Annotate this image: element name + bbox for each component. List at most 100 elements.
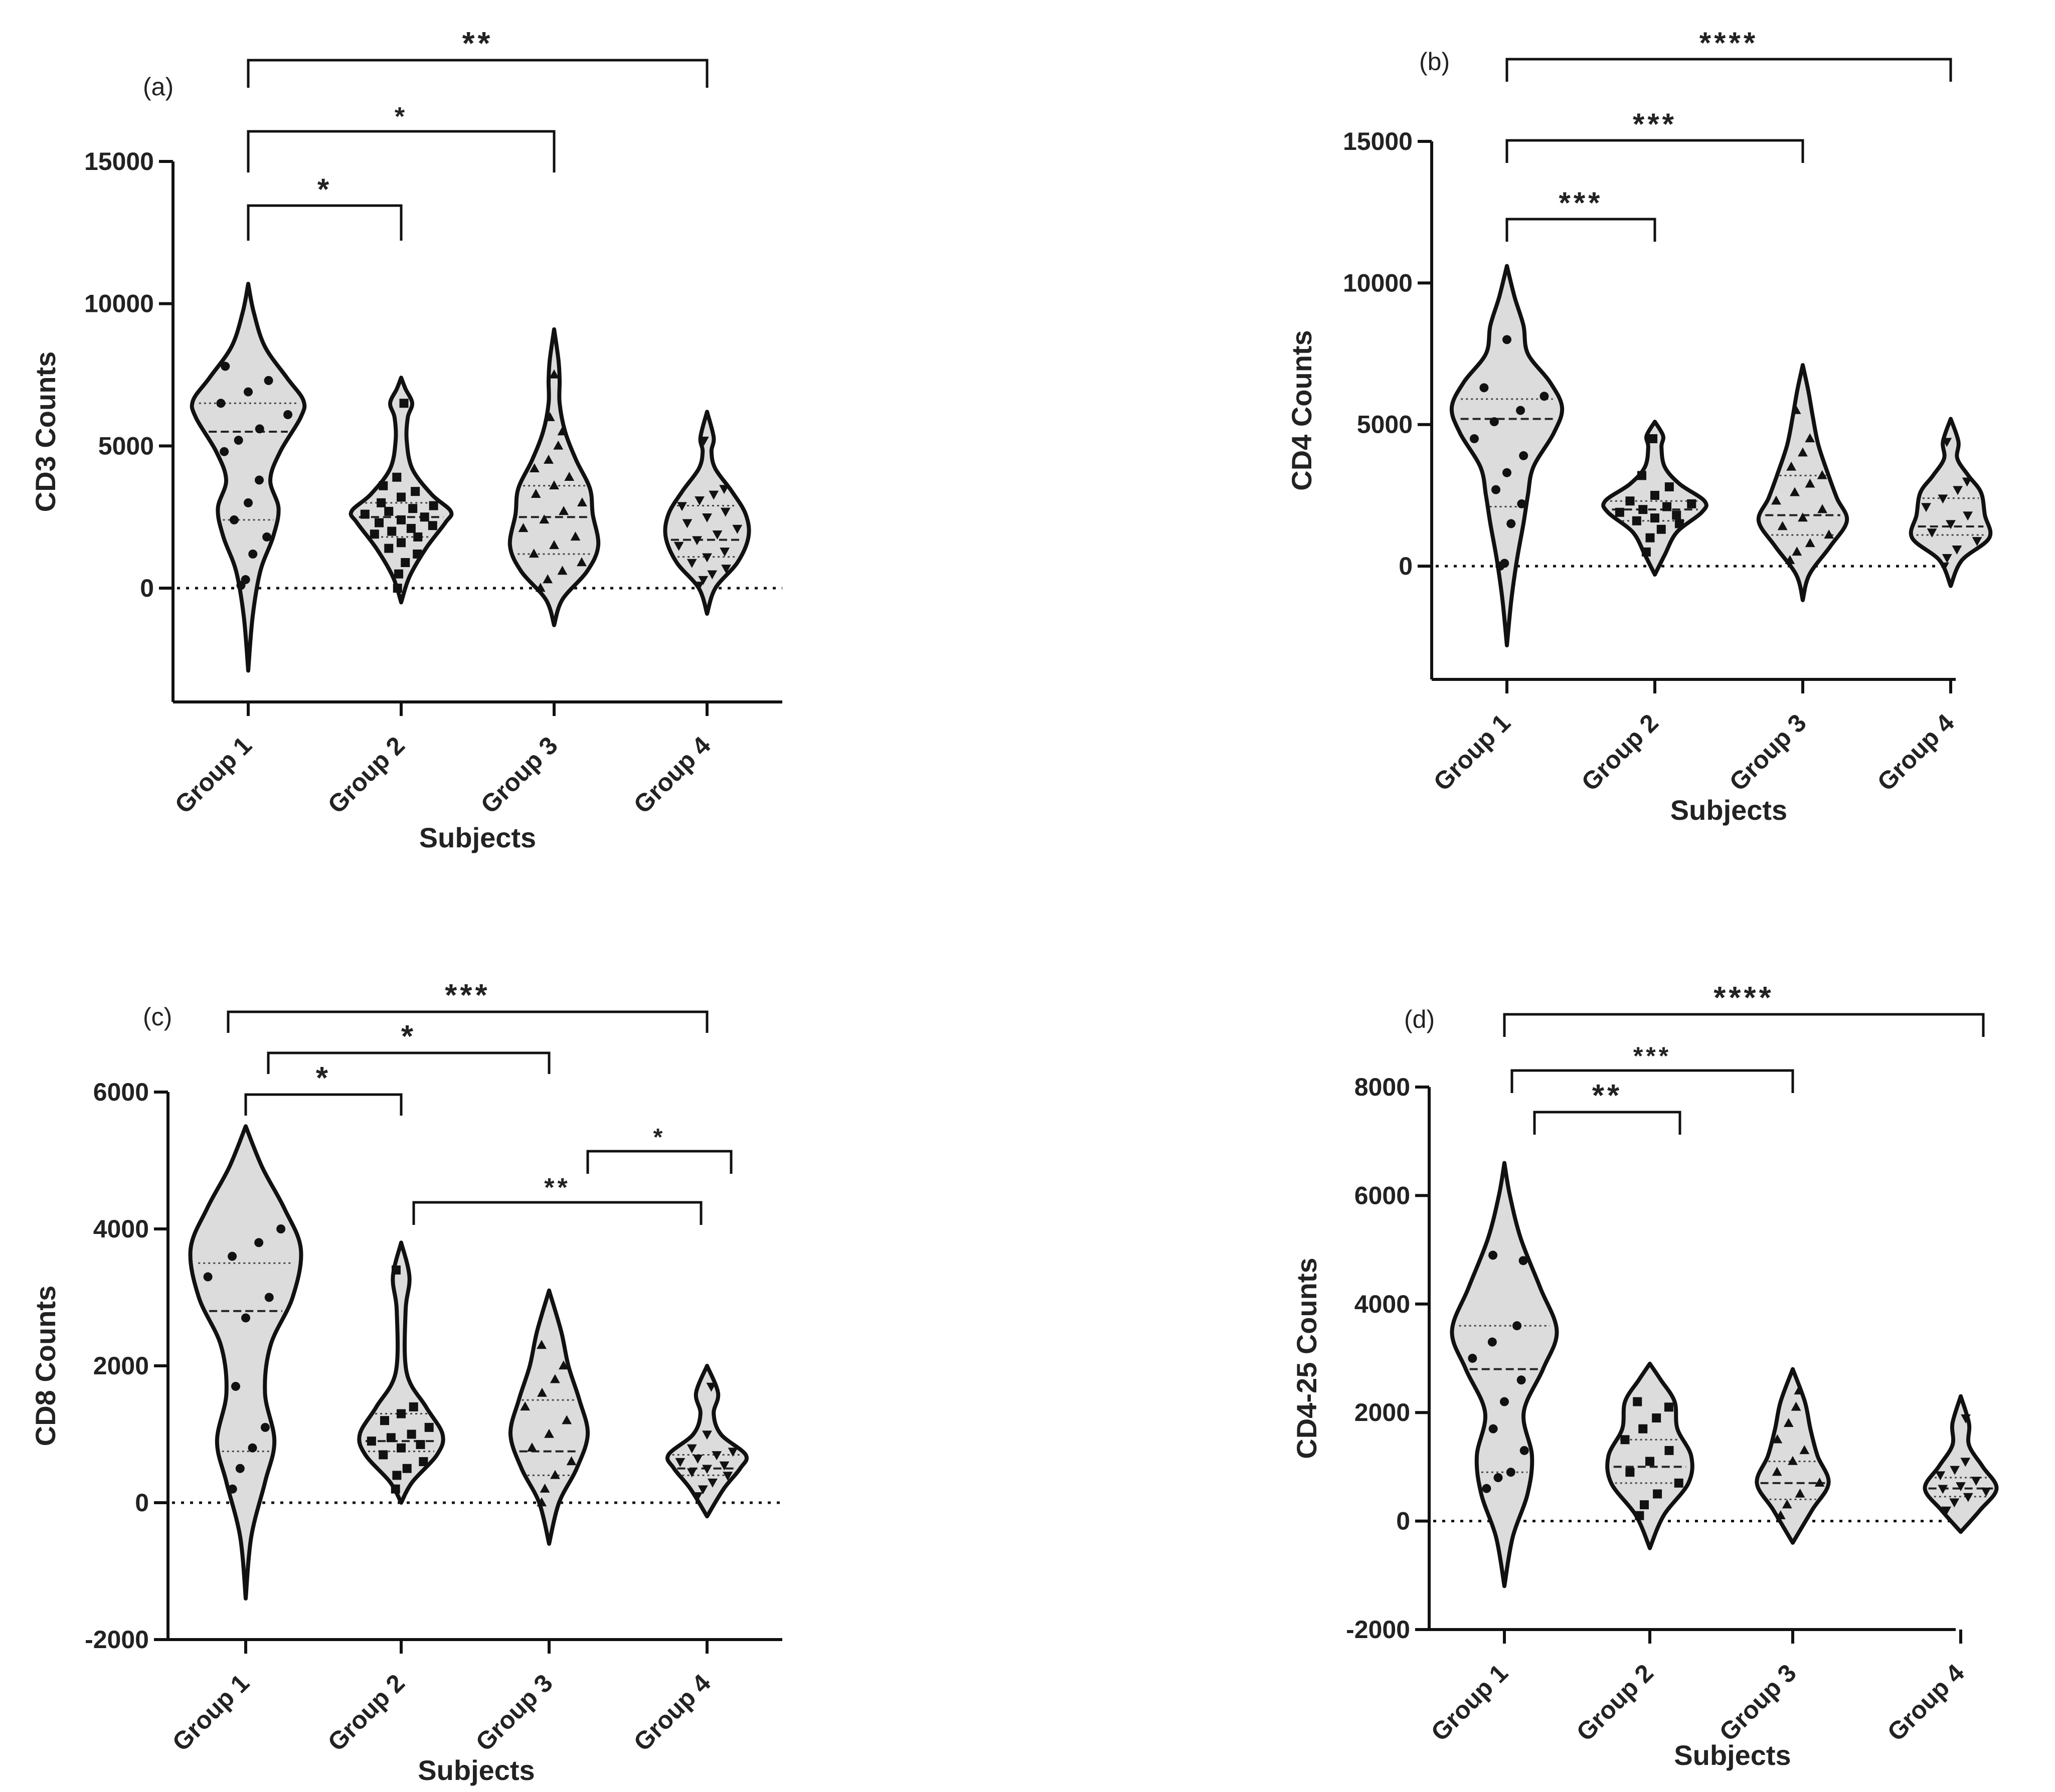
data-point bbox=[370, 529, 379, 539]
data-point bbox=[391, 1484, 400, 1494]
violin-body bbox=[349, 376, 454, 605]
data-point bbox=[409, 1402, 418, 1411]
data-point bbox=[520, 1401, 531, 1411]
data-point bbox=[397, 492, 406, 502]
significance-bracket: * bbox=[586, 1124, 733, 1174]
significance-bracket: *** bbox=[1510, 1042, 1794, 1093]
data-point bbox=[1921, 503, 1931, 512]
data-point bbox=[1805, 478, 1815, 488]
data-point bbox=[540, 1483, 550, 1493]
data-point bbox=[394, 569, 404, 579]
data-point bbox=[1625, 496, 1635, 506]
data-point bbox=[702, 513, 712, 523]
data-point bbox=[1960, 1458, 1971, 1467]
bracket-line bbox=[227, 1010, 709, 1033]
data-point bbox=[1638, 505, 1648, 514]
data-point bbox=[1938, 494, 1948, 504]
data-point bbox=[1652, 1413, 1661, 1423]
data-point bbox=[411, 487, 420, 496]
data-point bbox=[562, 1415, 572, 1424]
data-point bbox=[1502, 468, 1511, 477]
data-point bbox=[558, 1360, 569, 1370]
x-tick-label: Group 1 bbox=[1428, 708, 1516, 796]
data-point bbox=[1950, 1466, 1960, 1475]
data-point bbox=[1489, 417, 1499, 427]
violin-body bbox=[357, 1240, 445, 1505]
data-point bbox=[1506, 519, 1516, 528]
data-point bbox=[1468, 1354, 1477, 1363]
bracket-line bbox=[247, 130, 556, 172]
data-point bbox=[1817, 470, 1827, 479]
y-tick-label: 8000 bbox=[1354, 1073, 1410, 1101]
data-point bbox=[1640, 1500, 1649, 1510]
panel-label: (c) bbox=[143, 1003, 172, 1031]
data-point bbox=[1672, 510, 1681, 520]
data-point bbox=[1981, 1487, 1991, 1497]
x-tick-label: Group 3 bbox=[470, 1669, 558, 1756]
data-point bbox=[387, 526, 397, 536]
violin-2 bbox=[1605, 1361, 1694, 1550]
data-point bbox=[1962, 477, 1972, 487]
significance-label: *** bbox=[1633, 107, 1677, 141]
data-point bbox=[248, 1443, 257, 1453]
significance-label: *** bbox=[1633, 1042, 1671, 1070]
data-point bbox=[229, 515, 239, 524]
data-point bbox=[1491, 485, 1500, 494]
data-point bbox=[1638, 1424, 1648, 1433]
data-point bbox=[1512, 1321, 1522, 1331]
y-tick-label: 6000 bbox=[1354, 1181, 1410, 1209]
data-point bbox=[1772, 1467, 1782, 1476]
significance-bracket: ** bbox=[1533, 1079, 1681, 1135]
data-point bbox=[401, 558, 410, 567]
data-point bbox=[429, 501, 438, 510]
significance-bracket: ** bbox=[247, 25, 709, 88]
x-tick-label: Group 3 bbox=[1714, 1659, 1802, 1746]
data-point bbox=[550, 1374, 560, 1383]
data-point bbox=[709, 490, 719, 500]
bracket-line bbox=[1505, 139, 1804, 163]
violin-body bbox=[507, 327, 601, 627]
data-point bbox=[1488, 1424, 1498, 1433]
data-point bbox=[367, 1437, 376, 1446]
x-axis-title: Subjects bbox=[1670, 794, 1787, 826]
significance-bracket: **** bbox=[1505, 26, 1952, 82]
data-point bbox=[692, 536, 702, 546]
data-point bbox=[1518, 1256, 1528, 1266]
violin-3 bbox=[1756, 363, 1849, 602]
data-point bbox=[693, 1455, 703, 1464]
y-tick-label: 2000 bbox=[93, 1352, 149, 1380]
bracket-line bbox=[412, 1201, 703, 1225]
chart-panel-3: -2000 0 2000 4000 6000 Group 1 Group 2 Group 3 G… bbox=[30, 978, 782, 1786]
data-point bbox=[720, 548, 730, 557]
data-point bbox=[379, 481, 388, 490]
significance-label: ** bbox=[544, 1173, 570, 1202]
data-point bbox=[1782, 1499, 1792, 1509]
data-point bbox=[244, 387, 253, 397]
violin-3 bbox=[508, 1288, 590, 1546]
data-point bbox=[228, 1251, 237, 1261]
data-point bbox=[1798, 447, 1808, 457]
data-point bbox=[276, 1224, 286, 1233]
data-point bbox=[699, 436, 709, 446]
data-point bbox=[384, 544, 394, 553]
x-tick-label: Group 1 bbox=[167, 1669, 255, 1756]
violin-body bbox=[663, 410, 751, 616]
y-tick-label: 5000 bbox=[98, 432, 154, 460]
x-tick-label: Group 3 bbox=[1724, 708, 1812, 796]
data-point bbox=[1783, 1418, 1794, 1427]
bracket-line bbox=[247, 204, 403, 241]
data-point bbox=[1635, 1511, 1644, 1520]
data-point bbox=[1792, 547, 1802, 556]
y-tick-label: 5000 bbox=[1357, 411, 1413, 439]
data-point bbox=[550, 1470, 560, 1479]
significance-bracket: ** bbox=[412, 1173, 703, 1225]
violin-body bbox=[665, 1364, 749, 1519]
data-point bbox=[260, 1422, 270, 1432]
data-point bbox=[577, 497, 587, 507]
x-tick-label: Group 1 bbox=[1426, 1659, 1513, 1746]
data-point bbox=[1941, 1506, 1952, 1516]
data-point bbox=[397, 538, 406, 548]
data-point bbox=[1972, 537, 1982, 547]
violin-3 bbox=[1755, 1367, 1831, 1545]
data-point bbox=[419, 1457, 428, 1467]
